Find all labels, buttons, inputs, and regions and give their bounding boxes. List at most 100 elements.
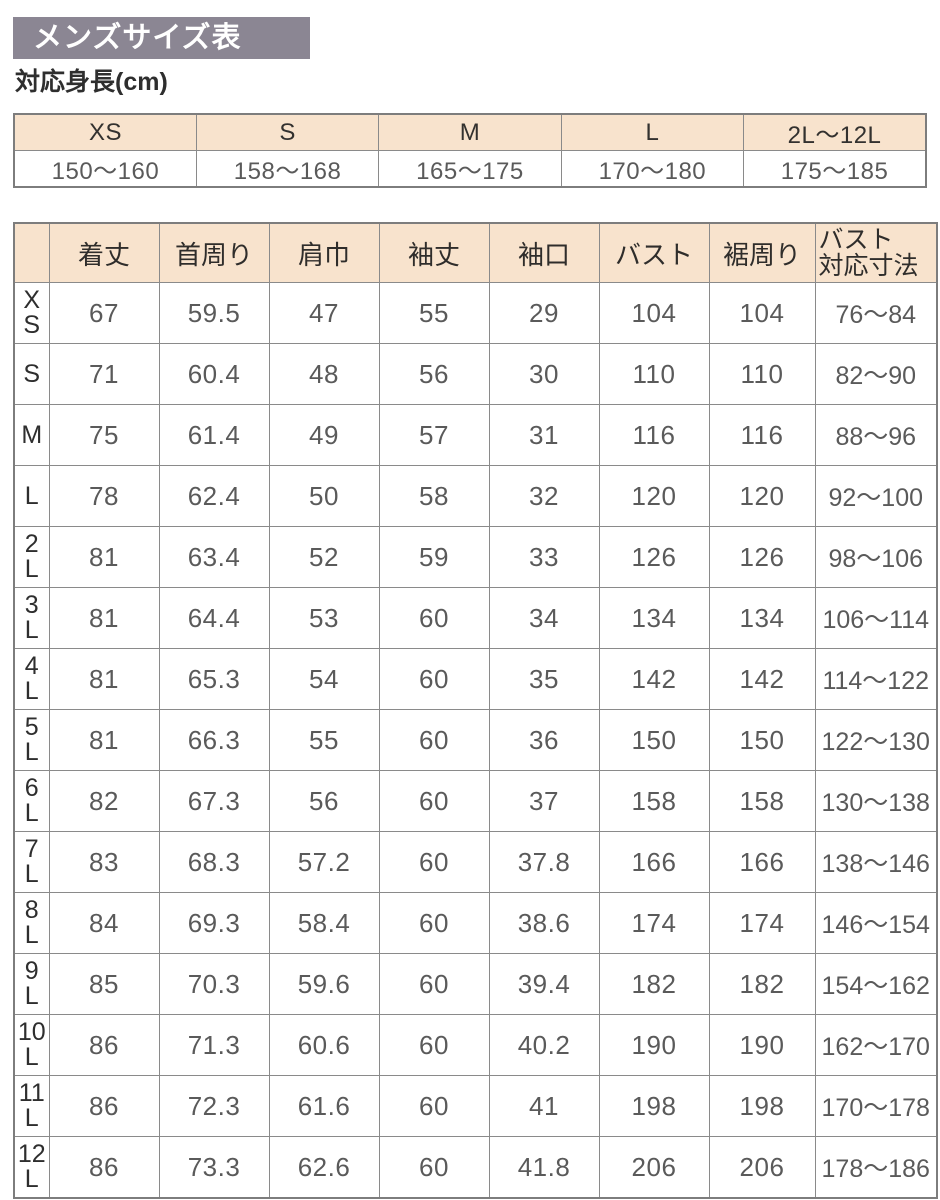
measurement-cell: 41.8: [488, 1136, 600, 1199]
measurement-header-bust-range: バスト 対応寸法: [814, 222, 938, 283]
height-table-value-row: 150〜160 158〜168 165〜175 170〜180 175〜185: [13, 150, 927, 188]
bust-range-cell: 114〜122: [814, 648, 938, 710]
measurement-cell: 81: [48, 648, 160, 710]
bust-range-cell: 162〜170: [814, 1014, 938, 1076]
measurement-cell: 60: [378, 770, 490, 832]
measurement-header-blank: [13, 222, 50, 283]
size-label-part: 6: [24, 774, 39, 802]
size-label-part: L: [24, 860, 39, 888]
height-range-cell: 170〜180: [560, 150, 745, 188]
measurement-cell: 29: [488, 282, 600, 344]
height-table-caption: 対応身長(cm): [15, 68, 168, 96]
table-row: 7 L 83 68.3 57.2 60 37.8 166 166 138〜146: [13, 831, 938, 893]
page-title-banner: メンズサイズ表: [13, 17, 310, 59]
measurement-cell: 60: [378, 1136, 490, 1199]
bust-range-cell: 76〜84: [814, 282, 938, 344]
table-row: 8 L 84 69.3 58.4 60 38.6 174 174 146〜154: [13, 892, 938, 954]
table-row: 3 L 81 64.4 53 60 34 134 134 106〜114: [13, 587, 938, 649]
size-label-part: L: [24, 799, 39, 827]
measurement-cell: 64.4: [158, 587, 270, 649]
measurement-cell: 182: [598, 953, 710, 1015]
measurement-cell: 63.4: [158, 526, 270, 588]
measurement-cell: 166: [708, 831, 816, 893]
measurement-cell: 198: [708, 1075, 816, 1137]
size-label-part: 7: [24, 835, 39, 863]
measurement-cell: 58.4: [268, 892, 380, 954]
measurement-cell: 83: [48, 831, 160, 893]
measurement-cell: 134: [598, 587, 710, 649]
measurement-cell: 55: [268, 709, 380, 771]
measurement-cell: 48: [268, 343, 380, 405]
measurements-body: X S 67 59.5 47 55 29 104 104 76〜84 S 71 60.4 48 56 30 11…: [13, 282, 938, 1199]
table-row: 11 L 86 72.3 61.6 60 41 198 198 170〜178: [13, 1075, 938, 1137]
size-label-part: 11: [18, 1079, 45, 1107]
measurement-cell: 150: [708, 709, 816, 771]
measurement-cell: 81: [48, 587, 160, 649]
measurement-cell: 30: [488, 343, 600, 405]
size-label-part: L: [24, 481, 39, 510]
measurement-cell: 150: [598, 709, 710, 771]
measurement-cell: 41: [488, 1075, 600, 1137]
measurement-cell: 59.5: [158, 282, 270, 344]
size-label-part: S: [23, 311, 41, 339]
bust-range-cell: 146〜154: [814, 892, 938, 954]
measurement-cell: 206: [598, 1136, 710, 1199]
size-label-part: S: [23, 359, 41, 388]
measurement-cell: 110: [598, 343, 710, 405]
size-label-stack: 12 L: [15, 1142, 49, 1192]
measurement-cell: 60: [378, 831, 490, 893]
measurement-cell: 32: [488, 465, 600, 527]
size-label-part: 5: [24, 713, 39, 741]
measurement-cell: 120: [708, 465, 816, 527]
measurement-cell: 116: [708, 404, 816, 466]
size-label-part: L: [24, 921, 39, 949]
size-label-part: L: [24, 677, 39, 705]
bust-range-cell: 82〜90: [814, 343, 938, 405]
bust-range-cell: 98〜106: [814, 526, 938, 588]
measurement-cell: 60: [378, 648, 490, 710]
table-row: X S 67 59.5 47 55 29 104 104 76〜84: [13, 282, 938, 344]
measurement-header-4: 袖丈: [378, 222, 490, 283]
measurement-cell: 86: [48, 1136, 160, 1199]
measurement-cell: 60: [378, 1014, 490, 1076]
measurement-cell: 82: [48, 770, 160, 832]
measurement-cell: 166: [598, 831, 710, 893]
measurement-cell: 37: [488, 770, 600, 832]
page-title: メンズサイズ表: [33, 21, 242, 54]
size-label-part: M: [21, 420, 43, 449]
bust-range-header-line2: 対応寸法: [818, 252, 919, 280]
measurement-cell: 190: [708, 1014, 816, 1076]
size-label-part: 2: [24, 530, 39, 558]
height-range-cell: 175〜185: [743, 150, 927, 188]
measurement-cell: 110: [708, 343, 816, 405]
size-label-part: 9: [24, 957, 39, 985]
measurement-header-1: 着丈: [48, 222, 160, 283]
size-label-part: 12: [17, 1140, 46, 1168]
measurement-cell: 75: [48, 404, 160, 466]
measurement-cell: 47: [268, 282, 380, 344]
measurement-cell: 31: [488, 404, 600, 466]
measurement-cell: 60: [378, 1075, 490, 1137]
measurement-cell: 71.3: [158, 1014, 270, 1076]
measurement-header-7: 裾周り: [708, 222, 816, 283]
bust-range-cell: 170〜178: [814, 1075, 938, 1137]
measurement-cell: 56: [268, 770, 380, 832]
measurement-cell: 60: [378, 587, 490, 649]
measurement-cell: 39.4: [488, 953, 600, 1015]
bust-range-cell: 88〜96: [814, 404, 938, 466]
measurement-cell: 33: [488, 526, 600, 588]
table-row: S 71 60.4 48 56 30 110 110 82〜90: [13, 343, 938, 405]
measurement-cell: 158: [708, 770, 816, 832]
bust-range-cell: 138〜146: [814, 831, 938, 893]
measurement-cell: 104: [708, 282, 816, 344]
size-label-stack: L: [15, 481, 49, 510]
size-label-part: L: [24, 616, 39, 644]
